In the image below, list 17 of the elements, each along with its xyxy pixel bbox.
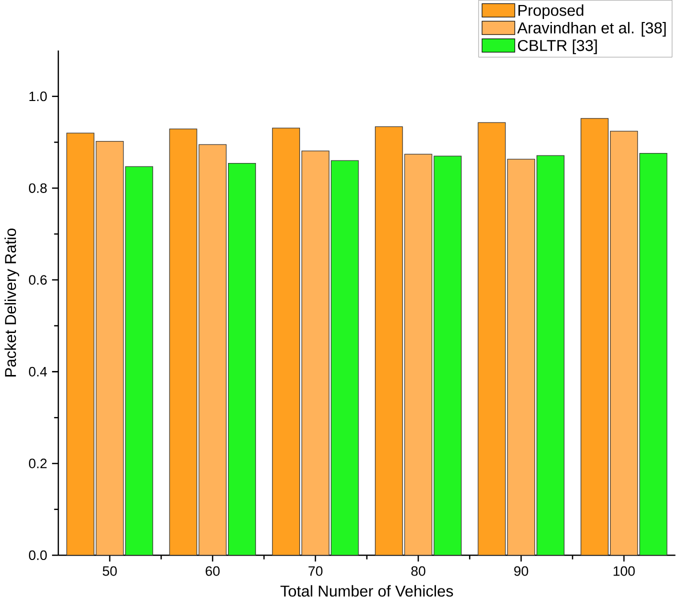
legend-label: Aravindhan et al. [38] [517, 22, 666, 36]
x-axis-title: Total Number of Vehicles [280, 585, 453, 597]
x-tick-label: 70 [308, 566, 322, 576]
legend-label: CBLTR [33] [518, 39, 597, 54]
x-tick-label: 100 [614, 566, 635, 576]
x-tick-label: 80 [411, 566, 426, 576]
x-tick-label: 90 [514, 566, 528, 576]
legend-label: Proposed [518, 4, 584, 19]
y-tick-label: 1.0 [29, 91, 47, 102]
y-tick-label: 0.8 [28, 183, 47, 193]
y-axis-title: Packet Delivery Ratio [4, 228, 20, 376]
x-tick-label: 60 [206, 566, 220, 576]
y-tick-label: 0.6 [28, 275, 47, 285]
x-tick-label: 50 [102, 566, 117, 576]
y-tick-label: 0.4 [28, 366, 47, 376]
y-tick-label: 0.2 [28, 458, 47, 468]
y-tick-label: 0.0 [28, 550, 47, 560]
